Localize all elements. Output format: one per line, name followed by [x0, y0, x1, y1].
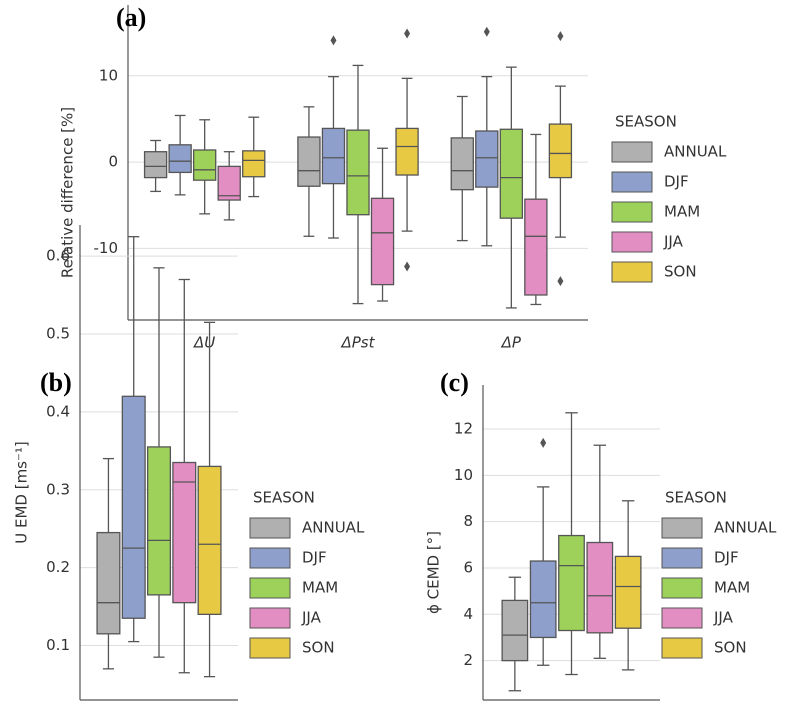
legend-swatch	[661, 547, 703, 569]
y-tick-label: 12	[454, 420, 473, 438]
legend-label: MAM	[302, 579, 338, 597]
legend-swatch	[249, 607, 291, 629]
box	[297, 136, 321, 187]
x-tick-label: ΔPst	[340, 334, 375, 352]
box	[501, 599, 529, 662]
y-tick-label: 8	[463, 512, 473, 530]
y-tick-label: 0.1	[46, 636, 70, 654]
y-tick-label: 0.5	[46, 325, 70, 343]
legend-swatch	[611, 141, 653, 163]
y-axis-label: U EMD [ms⁻¹]	[13, 441, 31, 544]
y-axis-label: Relative difference [%]	[59, 107, 77, 278]
legend-title: SEASON	[615, 113, 677, 131]
box	[242, 150, 266, 178]
legend-swatch	[611, 261, 653, 283]
legend-swatch	[661, 637, 703, 659]
legend-label: ANNUAL	[714, 519, 777, 537]
legend-label: DJF	[302, 549, 327, 567]
box	[96, 531, 121, 635]
legend-label: MAM	[664, 203, 700, 221]
legend-swatch	[249, 547, 291, 569]
box	[346, 129, 370, 216]
outlier	[404, 28, 411, 39]
box	[321, 127, 346, 185]
outlier	[404, 261, 411, 272]
y-tick-label: 10	[454, 466, 473, 484]
y-tick-label: 0.6	[46, 247, 70, 265]
box	[524, 198, 548, 296]
outlier	[557, 276, 564, 287]
legend-swatch	[249, 637, 291, 659]
legend-title: SEASON	[253, 489, 315, 507]
y-tick-label: 4	[463, 605, 473, 623]
y-tick-label: 0.3	[46, 480, 70, 498]
legend-label: MAM	[714, 579, 750, 597]
box	[548, 123, 573, 179]
box	[558, 534, 585, 632]
outlier	[330, 35, 337, 46]
legend-label: ANNUAL	[302, 519, 365, 537]
box	[172, 461, 197, 604]
y-tick-label: 6	[463, 558, 473, 576]
legend-swatch	[249, 517, 291, 539]
outlier	[483, 26, 490, 37]
x-tick-label: ΔU	[193, 334, 215, 352]
box	[475, 130, 499, 188]
panel-label: (a)	[116, 3, 146, 32]
box	[146, 446, 172, 596]
box	[450, 137, 474, 191]
legend-swatch	[249, 577, 291, 599]
box	[370, 197, 395, 286]
outlier	[540, 437, 547, 448]
y-tick-label: 0	[108, 153, 118, 171]
box	[121, 395, 146, 619]
legend-label: SON	[302, 639, 335, 657]
y-tick-label: 2	[463, 651, 473, 669]
legend-swatch	[661, 517, 703, 539]
legend-swatch	[611, 171, 653, 193]
legend-label: SON	[664, 263, 697, 281]
box	[529, 560, 557, 639]
box	[614, 555, 642, 629]
legend-label: DJF	[714, 549, 739, 567]
legend-swatch	[661, 577, 703, 599]
legend-swatch	[661, 607, 703, 629]
legend-label: JJA	[301, 609, 322, 627]
legend-label: SON	[714, 639, 747, 657]
box	[395, 127, 419, 176]
y-tick-label: -10	[94, 239, 119, 257]
box	[586, 541, 614, 634]
legend-label: DJF	[664, 173, 689, 191]
outlier	[557, 31, 564, 42]
panel-label: (c)	[440, 368, 469, 397]
legend-swatch	[611, 231, 653, 253]
box	[197, 465, 222, 615]
box	[168, 144, 192, 174]
legend-label: JJA	[663, 233, 684, 251]
box	[192, 149, 217, 181]
y-tick-label: 0.4	[46, 402, 70, 420]
legend-title: SEASON	[665, 489, 727, 507]
x-tick-label: ΔP	[501, 334, 522, 352]
legend-label: JJA	[713, 609, 734, 627]
box	[217, 165, 241, 201]
box	[143, 151, 168, 179]
y-axis-label: ϕ CEMD [°]	[425, 531, 443, 614]
y-tick-label: 10	[99, 66, 118, 84]
legend-swatch	[611, 201, 653, 223]
panel-label: (b)	[40, 368, 72, 397]
legend-label: ANNUAL	[664, 143, 727, 161]
y-tick-label: 0.2	[46, 558, 70, 576]
box	[499, 128, 524, 219]
